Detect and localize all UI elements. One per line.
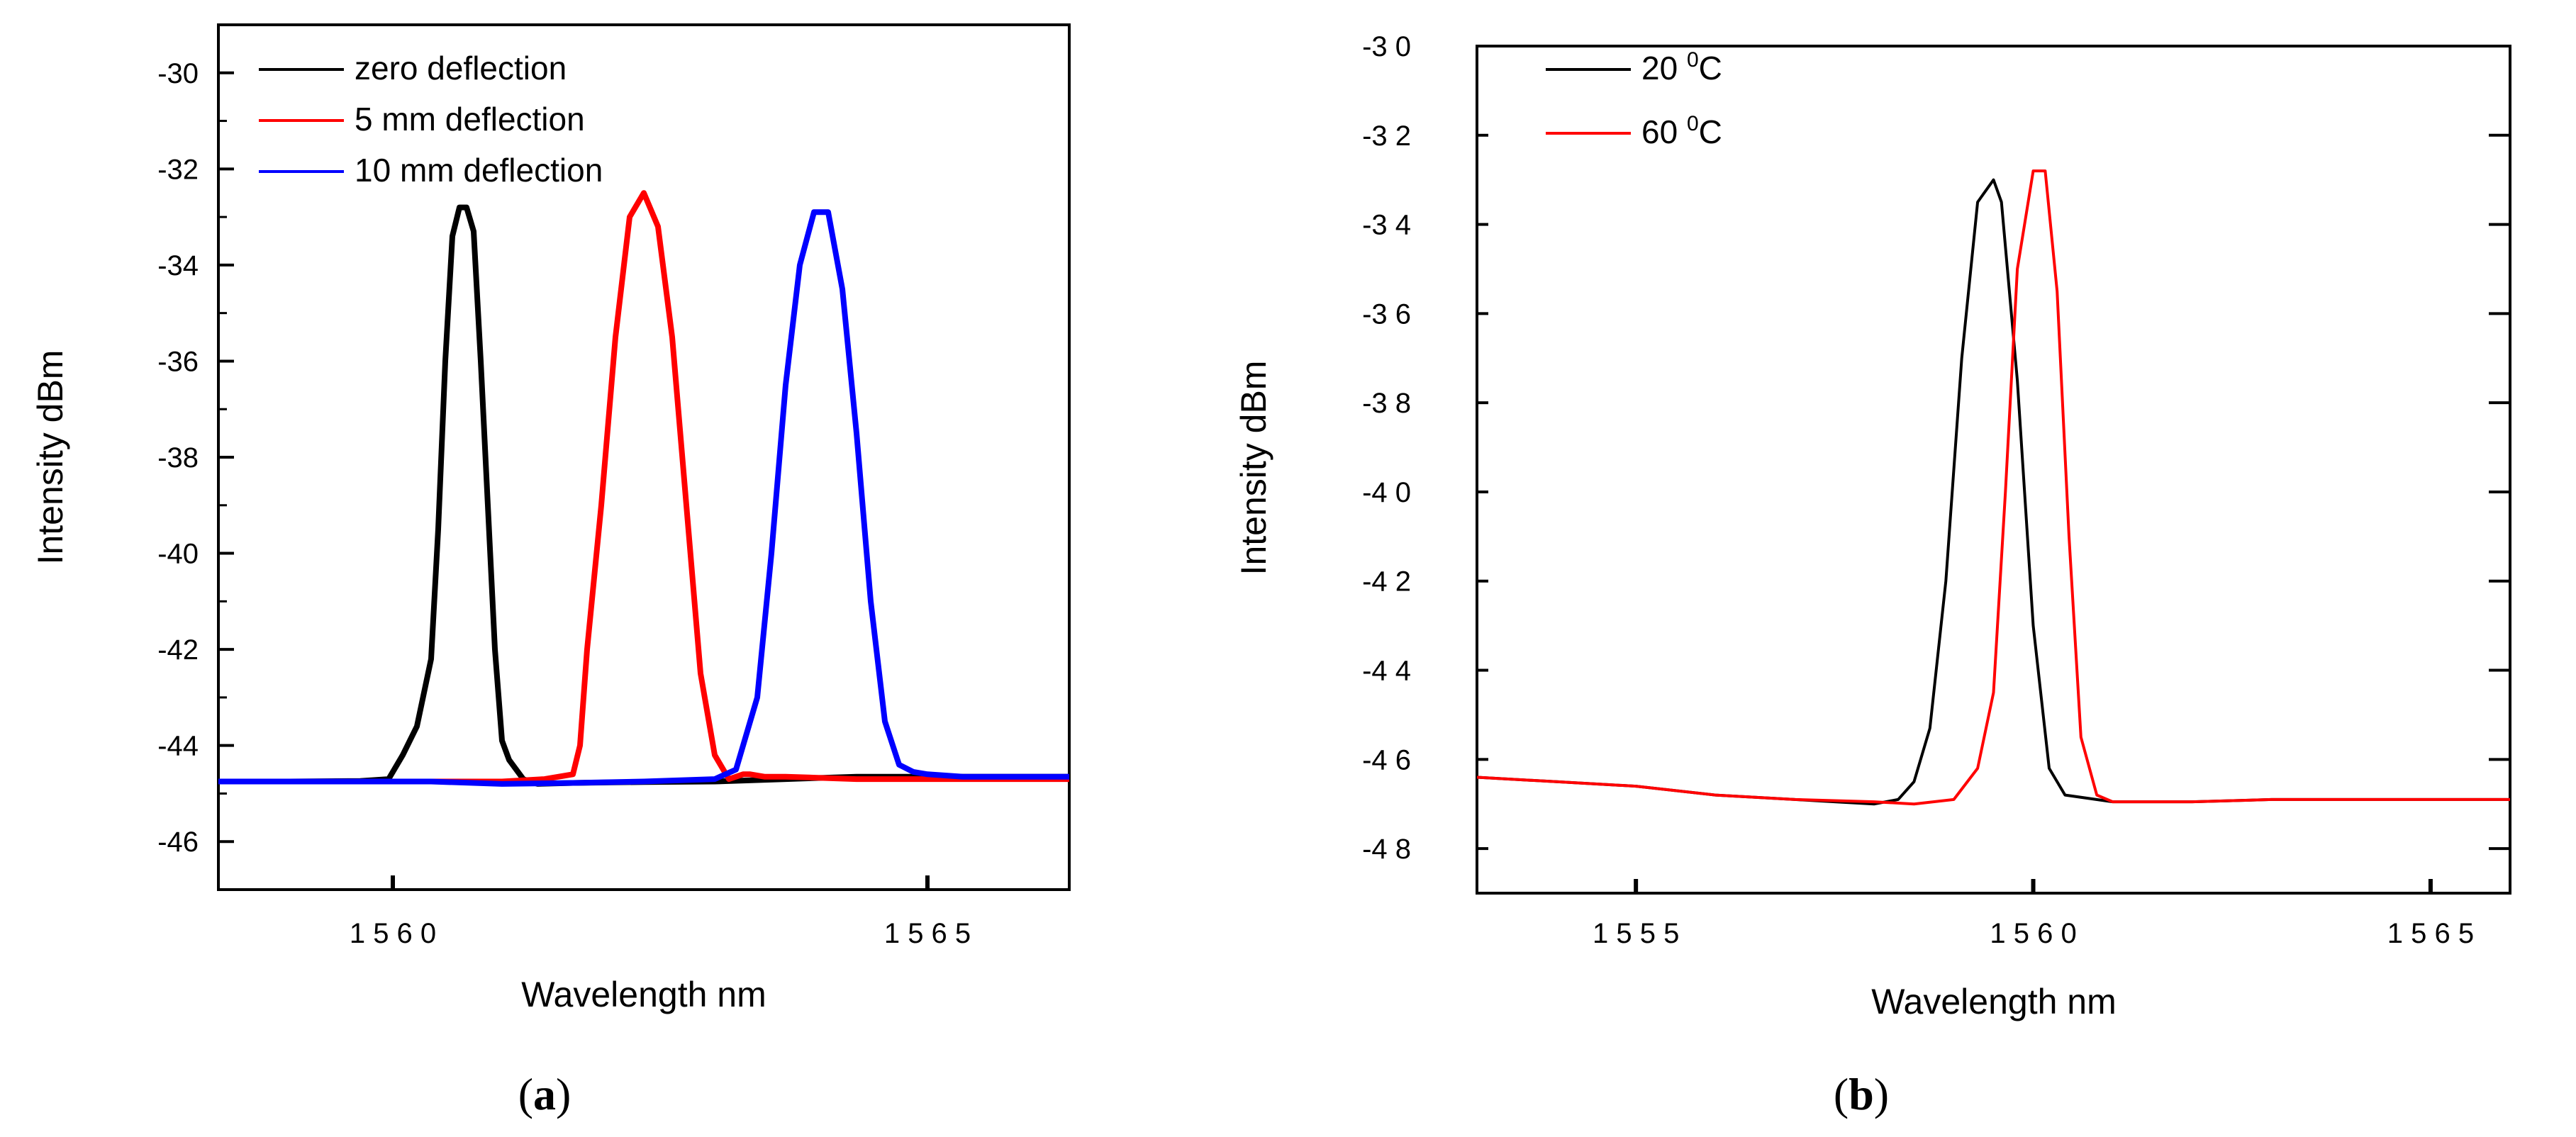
series-line: [218, 209, 1069, 787]
plot-area-a: [217, 23, 1071, 891]
panel-letter-b: b: [1849, 1069, 1874, 1119]
series-line: [1476, 169, 2510, 806]
series-line: [218, 204, 1069, 787]
x-axis-title-a: Wavelength nm: [521, 975, 766, 1014]
y-tick-label: -38: [157, 442, 199, 474]
y-tick-label: -3 4: [1362, 210, 1411, 241]
y-tick-label: -32: [157, 154, 199, 185]
legend-degree-sup: 0: [1687, 48, 1699, 72]
panel-letter-a: a: [533, 1069, 556, 1119]
series-group-a: [218, 190, 1069, 787]
y-tick-label: -40: [157, 539, 199, 570]
legend-unit: C: [1699, 113, 1722, 150]
x-axis-a: 1 5 6 0 1 5 6 5: [350, 875, 971, 949]
y-tick-label: -4 8: [1362, 834, 1411, 865]
plot-area-b: [1476, 45, 2511, 895]
y-axis-b: -3 0 -3 2 -3 4 -3 6 -3 8 -4 0 -4 2 -4 4 -4 6 -4 8: [1362, 31, 2510, 865]
y-tick-label: -34: [157, 250, 199, 281]
y-tick-label: -36: [157, 346, 199, 377]
legend-unit: C: [1699, 50, 1722, 86]
y-axis-title-a: Intensity dBm: [30, 350, 70, 565]
x-tick-label: 1 5 6 5: [2387, 918, 2474, 949]
y-tick-label: -3 8: [1362, 388, 1411, 419]
series-line: [1476, 178, 2510, 806]
y-tick-label: -4 2: [1362, 566, 1411, 598]
legend-degree-sup: 0: [1687, 112, 1699, 135]
panel-label-b: (b): [1834, 1069, 1889, 1119]
x-axis-title-b: Wavelength nm: [1871, 982, 2117, 1021]
legend-label: zero deflection: [355, 50, 567, 86]
series-line: [218, 190, 1069, 785]
y-tick-label: -3 2: [1362, 121, 1411, 152]
legend-label: 10 mm deflection: [355, 152, 603, 189]
x-tick-label: 1 5 6 0: [1990, 918, 2076, 949]
x-tick-label: 1 5 5 5: [1593, 918, 1679, 949]
series-group-b: [1476, 169, 2510, 806]
y-axis-title-b: Intensity dBm: [1234, 361, 1273, 576]
legend-a: zero deflection 5 mm deflection 10 mm defl…: [259, 50, 603, 189]
x-tick-label: 1 5 6 5: [884, 918, 971, 949]
chart-panel-b: -3 0 -3 2 -3 4 -3 6 -3 8 -4 0 -4 2 -4 4 -4 6 -4 8…: [1234, 31, 2511, 1119]
legend-label: 60 0C: [1641, 112, 1722, 150]
y-tick-label: -44: [157, 731, 199, 762]
y-tick-label: -4 4: [1362, 656, 1411, 687]
panel-label-a: (a): [518, 1069, 571, 1119]
y-tick-label: -3 6: [1362, 298, 1411, 330]
x-tick-label: 1 5 6 0: [350, 918, 436, 949]
legend-label: 5 mm deflection: [355, 101, 585, 138]
y-tick-label: -4 0: [1362, 477, 1411, 508]
y-tick-label: -46: [157, 827, 199, 858]
legend-temp-value: 60: [1641, 113, 1687, 150]
y-tick-label: -30: [157, 58, 199, 89]
x-axis-b: 1 5 5 5 1 5 6 0 1 5 6 5: [1593, 879, 2474, 949]
y-axis-a: -30 -32 -34 -36 -38 -40 -42 -44 -46: [157, 58, 234, 858]
y-tick-label: -4 6: [1362, 744, 1411, 775]
y-tick-label: -42: [157, 634, 199, 666]
legend-label: 20 0C: [1641, 48, 1722, 86]
y-tick-label: -3 0: [1362, 31, 1411, 62]
legend-temp-value: 20: [1641, 50, 1687, 86]
